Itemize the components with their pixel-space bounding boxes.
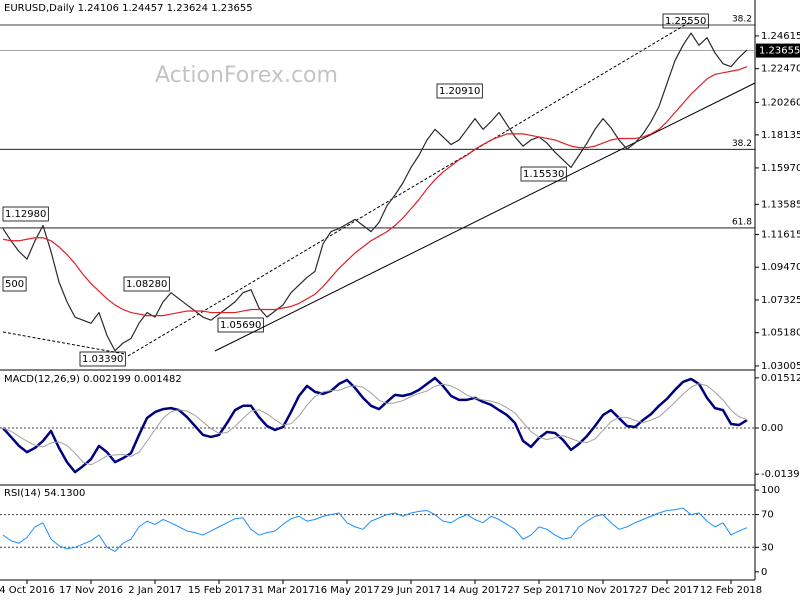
x-tick-label: 4 Oct 2016 bbox=[0, 585, 55, 596]
annotation-box bbox=[217, 317, 264, 333]
series-line bbox=[2, 383, 748, 466]
x-tick-label: 29 Jun 2017 bbox=[381, 585, 441, 596]
trend-channel bbox=[127, 21, 691, 357]
series-line bbox=[2, 507, 748, 552]
y-tick-label: -0.013938 bbox=[761, 469, 800, 480]
price-annotation: 1.12980 bbox=[5, 209, 46, 220]
x-tick-label: 27 Dec 2017 bbox=[635, 585, 699, 596]
y-tick-label: 1.05180 bbox=[761, 328, 800, 339]
y-tick-label: 70 bbox=[761, 510, 774, 521]
x-tick-label: 12 Feb 2018 bbox=[700, 585, 762, 596]
price-annotation: 1.15530 bbox=[523, 169, 564, 180]
x-tick-label: 15 Feb 2017 bbox=[188, 585, 250, 596]
y-tick-label: 1.13585 bbox=[761, 199, 800, 210]
y-tick-label: 0.00 bbox=[761, 423, 783, 434]
price-annotation: 1.25550 bbox=[665, 16, 706, 27]
y-tick-label: 1.09470 bbox=[761, 262, 800, 273]
x-tick-label: 16 May 2017 bbox=[314, 585, 379, 596]
annotation-box bbox=[436, 83, 483, 99]
y-tick-label: 1.11615 bbox=[761, 229, 800, 240]
y-tick-label: 100 bbox=[761, 485, 780, 496]
price-annotation: 1.20910 bbox=[439, 86, 480, 97]
x-tick-label: 31 Mar 2017 bbox=[251, 585, 314, 596]
level-label: 61.8 bbox=[732, 217, 752, 227]
x-tick-label: 17 Nov 2016 bbox=[59, 585, 123, 596]
annotation-box bbox=[123, 276, 170, 292]
series-line bbox=[2, 66, 748, 317]
last-price-label: 1.23655 bbox=[759, 46, 800, 57]
level-label: 38.2 bbox=[732, 139, 752, 149]
x-tick-label: 14 Aug 2017 bbox=[443, 585, 507, 596]
watermark: ActionForex.com bbox=[155, 63, 338, 88]
y-tick-label: 1.22470 bbox=[761, 64, 800, 75]
y-tick-label: 1.18135 bbox=[761, 130, 800, 141]
y-tick-label: 1.24615 bbox=[761, 31, 800, 42]
trend-channel bbox=[2, 331, 126, 355]
price-annotation: 1.08280 bbox=[126, 279, 167, 290]
y-tick-label: 0 bbox=[761, 567, 767, 578]
x-tick-label: 10 Nov 2017 bbox=[571, 585, 635, 596]
series-line bbox=[2, 32, 748, 352]
price-annotation: 500 bbox=[5, 279, 24, 290]
y-tick-label: 1.20260 bbox=[761, 97, 800, 108]
annotation-box bbox=[2, 206, 49, 222]
x-tick-label: 27 Sep 2017 bbox=[507, 585, 570, 596]
y-tick-label: 30 bbox=[761, 542, 774, 553]
y-tick-label: 1.03005 bbox=[761, 361, 800, 372]
x-tick-label: 2 Jan 2017 bbox=[128, 585, 182, 596]
annotation-box bbox=[520, 166, 567, 182]
y-tick-label: 0.01512 bbox=[761, 373, 800, 384]
price-annotation: 1.05690 bbox=[220, 320, 261, 331]
y-tick-label: 1.07325 bbox=[761, 295, 800, 306]
panel-title: EURUSD,Daily 1.24106 1.24457 1.23624 1.2… bbox=[4, 3, 253, 14]
annotation-box bbox=[79, 351, 126, 367]
trend-line bbox=[214, 82, 756, 352]
y-tick-label: 1.15970 bbox=[761, 163, 800, 174]
panel-title: RSI(14) 54.1300 bbox=[4, 488, 85, 499]
annotation-box bbox=[2, 276, 27, 292]
last-price-box bbox=[756, 43, 800, 58]
level-label: 38.2 bbox=[732, 14, 752, 24]
annotation-box bbox=[662, 13, 709, 29]
panel-title: MACD(12,26,9) 0.002199 0.001482 bbox=[4, 374, 182, 385]
price-annotation: 1.03390 bbox=[82, 354, 123, 365]
